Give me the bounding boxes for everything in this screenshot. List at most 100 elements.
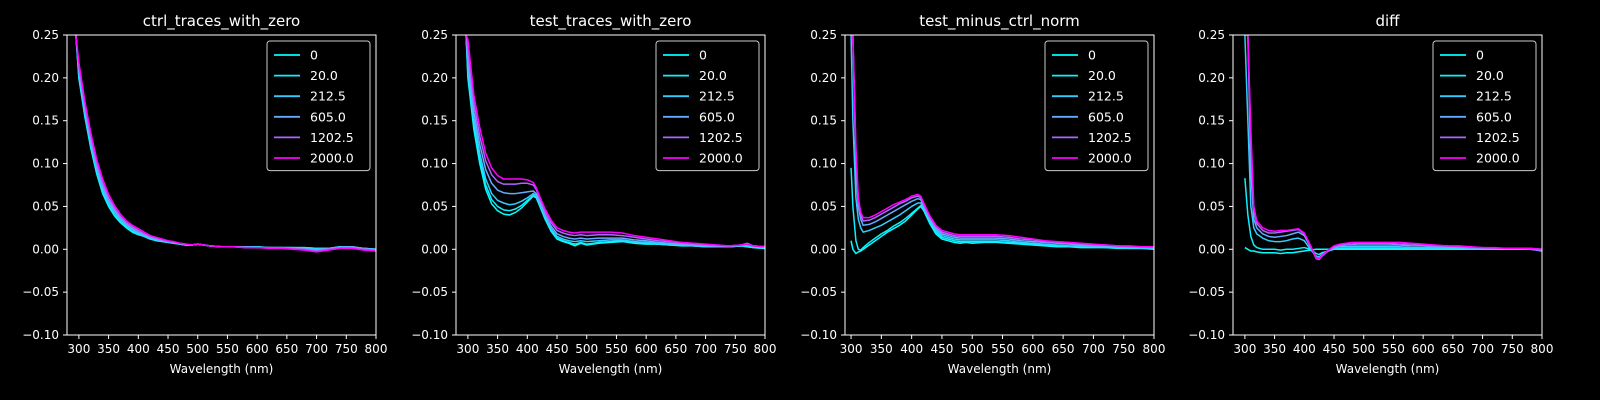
series-line-20.0 <box>850 167 1154 251</box>
y-tick-label: 0.20 <box>421 71 448 85</box>
chart-title: ctrl_traces_with_zero <box>143 12 300 31</box>
x-tick-label: 300 <box>1233 342 1256 356</box>
x-tick-label: 500 <box>961 342 984 356</box>
y-tick-label: −0.05 <box>22 285 59 299</box>
x-tick-label: 350 <box>97 342 120 356</box>
legend-label: 212.5 <box>1088 89 1124 104</box>
y-tick-label: 0.00 <box>810 242 837 256</box>
y-tick-label: 0.10 <box>421 157 448 171</box>
x-tick-label: 800 <box>365 342 388 356</box>
series-line-2000.0 <box>75 35 376 253</box>
chart-panel-2: test_minus_ctrl_norm 300 350 400 450 500 550 60… <box>800 12 1165 376</box>
legend-label: 1202.5 <box>1088 130 1132 145</box>
y-tick-label: 0.15 <box>1198 114 1225 128</box>
chart-title: diff <box>1375 12 1400 30</box>
plot-area <box>75 35 376 253</box>
legend-label: 605.0 <box>1088 109 1124 124</box>
chart-title: test_minus_ctrl_norm <box>919 12 1080 31</box>
y-tick-label: 0.10 <box>810 157 837 171</box>
y-tick-label: 0.00 <box>32 242 59 256</box>
y-tick-label: 0.15 <box>810 114 837 128</box>
legend-label: 605.0 <box>1476 109 1512 124</box>
series-line-605.0 <box>465 35 765 248</box>
y-tick-label: 0.05 <box>1198 199 1225 213</box>
legend-label: 2000.0 <box>310 151 354 166</box>
legend-label: 0 <box>1476 48 1484 63</box>
x-tick-label: 650 <box>1052 342 1075 356</box>
chart-panel-1: test_traces_with_zero 300 350 400 450 500 550 6… <box>411 12 776 376</box>
x-tick-label: 550 <box>216 342 239 356</box>
series-line-20.0 <box>1244 178 1542 256</box>
x-tick-label: 700 <box>694 342 717 356</box>
x-tick-label: 400 <box>1293 342 1316 356</box>
y-tick-label: 0.25 <box>810 28 837 42</box>
x-tick-label: 400 <box>900 342 923 356</box>
legend-label: 0 <box>699 48 707 63</box>
legend-label: 212.5 <box>699 89 735 104</box>
x-tick-label: 450 <box>546 342 569 356</box>
y-tick-label: 0.00 <box>421 242 448 256</box>
x-tick-label: 300 <box>67 342 90 356</box>
legend-label: 1202.5 <box>1476 130 1520 145</box>
x-tick-label: 650 <box>1441 342 1464 356</box>
plot-area <box>1244 35 1542 261</box>
x-tick-label: 700 <box>1082 342 1105 356</box>
x-tick-label: 350 <box>1263 342 1286 356</box>
x-tick-label: 550 <box>1382 342 1405 356</box>
y-tick-label: 0.10 <box>1198 157 1225 171</box>
y-tick-label: −0.10 <box>1188 328 1225 342</box>
legend-label: 0 <box>310 48 318 63</box>
y-tick-label: 0.10 <box>32 157 59 171</box>
series-line-2000.0 <box>1244 35 1542 260</box>
legend-label: 212.5 <box>310 89 346 104</box>
y-tick-label: −0.05 <box>800 285 837 299</box>
y-tick-label: 0.00 <box>1198 242 1225 256</box>
x-tick-label: 400 <box>516 342 539 356</box>
plot-area <box>850 35 1154 255</box>
x-tick-label: 500 <box>186 342 209 356</box>
series-line-1202.5 <box>1244 35 1542 261</box>
series-line-1202.5 <box>851 35 1154 249</box>
x-tick-label: 450 <box>930 342 953 356</box>
y-tick-label: 0.25 <box>421 28 448 42</box>
x-tick-label: 350 <box>486 342 509 356</box>
x-tick-label: 600 <box>635 342 658 356</box>
x-tick-label: 800 <box>1143 342 1166 356</box>
legend-label: 2000.0 <box>1088 151 1132 166</box>
y-tick-label: −0.10 <box>411 328 448 342</box>
x-tick-label: 500 <box>575 342 598 356</box>
x-tick-label: 600 <box>1021 342 1044 356</box>
y-tick-label: 0.25 <box>32 28 59 42</box>
x-tick-label: 700 <box>1471 342 1494 356</box>
legend-label: 605.0 <box>699 109 735 124</box>
y-tick-label: 0.20 <box>32 71 59 85</box>
x-tick-label: 550 <box>991 342 1014 356</box>
legend-label: 2000.0 <box>1476 151 1520 166</box>
axes-frame <box>66 34 377 336</box>
x-axis-label: Wavelength (nm) <box>1336 362 1440 376</box>
x-axis-label: Wavelength (nm) <box>170 362 274 376</box>
x-tick-label: 750 <box>724 342 747 356</box>
series-line-605.0 <box>851 35 1154 249</box>
x-axis-label: Wavelength (nm) <box>559 362 663 376</box>
chart-title: test_traces_with_zero <box>530 12 692 31</box>
axes-frame <box>844 34 1155 336</box>
legend-label: 20.0 <box>310 68 338 83</box>
y-tick-label: −0.10 <box>22 328 59 342</box>
series-line-2000.0 <box>465 35 765 248</box>
legend-label: 20.0 <box>1088 68 1116 83</box>
x-tick-label: 800 <box>754 342 777 356</box>
x-tick-label: 300 <box>456 342 479 356</box>
x-tick-label: 650 <box>275 342 298 356</box>
chart-panel-0: ctrl_traces_with_zero 300 350 400 450 500 550 6… <box>22 12 387 376</box>
x-tick-label: 450 <box>1323 342 1346 356</box>
y-tick-label: 0.05 <box>32 199 59 213</box>
y-tick-label: −0.05 <box>411 285 448 299</box>
x-tick-label: 750 <box>335 342 358 356</box>
x-tick-label: 750 <box>1112 342 1135 356</box>
legend-label: 605.0 <box>310 109 346 124</box>
legend-label: 2000.0 <box>699 151 743 166</box>
series-line-2000.0 <box>851 35 1154 248</box>
y-tick-label: 0.25 <box>1198 28 1225 42</box>
